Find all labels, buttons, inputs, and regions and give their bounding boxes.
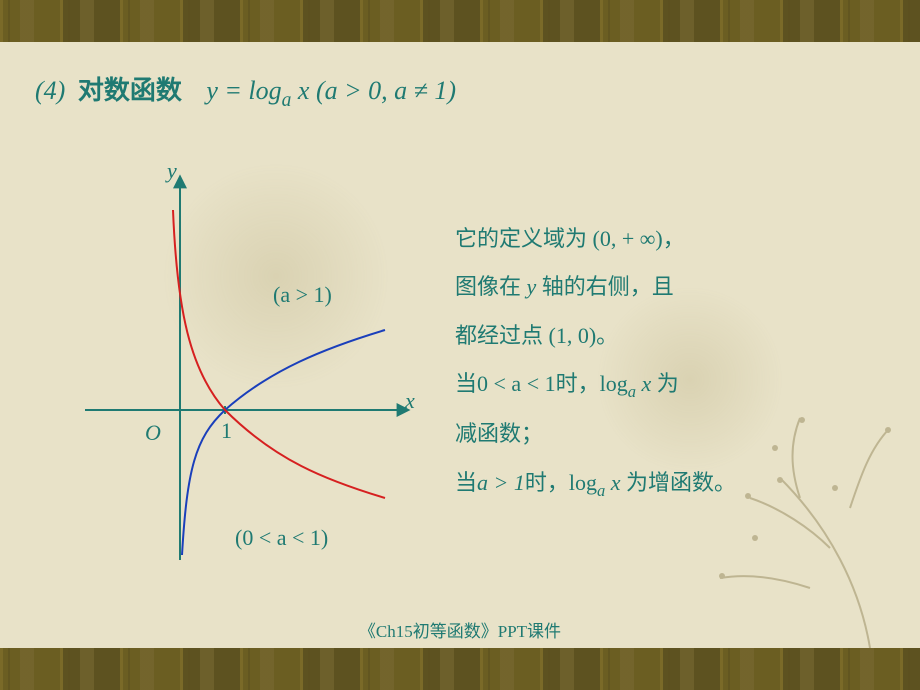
heading-formula: y = loga x (a > 0, a ≠ 1) bbox=[206, 76, 456, 105]
line-6: 当a > 1时，loga x 为增函数。 bbox=[455, 459, 885, 509]
curve-a-gt-1 bbox=[182, 330, 385, 555]
origin-label: O bbox=[145, 420, 161, 446]
line-1: 它的定义域为 (0, + ∞)， bbox=[455, 215, 885, 263]
curve-label-a-gt-1: (a > 1) bbox=[273, 282, 332, 308]
explanation-text: 它的定义域为 (0, + ∞)， 图像在 y 轴的右侧，且 都经过点 (1, 0… bbox=[455, 215, 885, 509]
curve-a-lt-1 bbox=[173, 210, 385, 498]
line-2: 图像在 y 轴的右侧，且 bbox=[455, 263, 885, 311]
tick-1-label: 1 bbox=[221, 418, 232, 444]
heading-number: (4) bbox=[35, 76, 65, 105]
log-function-chart: y x O 1 (a > 1) (0 < a < 1) bbox=[75, 160, 425, 570]
decorative-border-bottom bbox=[0, 648, 920, 690]
slide-heading: (4) 对数函数 y = loga x (a > 0, a ≠ 1) bbox=[35, 70, 456, 112]
heading-title: 对数函数 bbox=[78, 76, 182, 105]
curve-label-a-lt-1: (0 < a < 1) bbox=[235, 525, 328, 551]
chart-svg bbox=[75, 160, 425, 570]
line-5: 减函数； bbox=[455, 410, 885, 458]
axis-label-x: x bbox=[405, 388, 415, 414]
decorative-border-top bbox=[0, 0, 920, 42]
line-3: 都经过点 (1, 0)。 bbox=[455, 312, 885, 360]
line-4: 当0 < a < 1时，loga x 为 bbox=[455, 360, 885, 410]
slide-footer: 《Ch15初等函数》PPT课件 bbox=[0, 617, 920, 642]
axis-label-y: y bbox=[167, 158, 177, 184]
